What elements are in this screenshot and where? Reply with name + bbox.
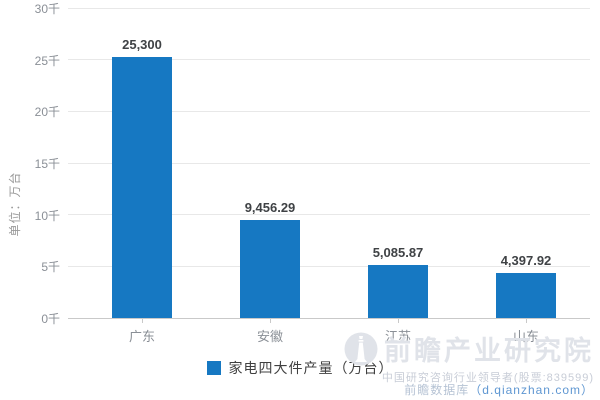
- legend-label: 家电四大件产量（万台）: [228, 360, 394, 376]
- x-axis-tick: [142, 318, 143, 323]
- y-tick-label: 0千: [41, 312, 60, 326]
- gridline: [68, 110, 590, 112]
- x-axis-line: [68, 317, 590, 319]
- bar-value-label: 25,300: [122, 36, 162, 52]
- gridline: [68, 7, 590, 9]
- x-tick-label: 山东: [512, 329, 539, 344]
- x-tick-label: 江苏: [384, 329, 411, 344]
- bar-山东: [496, 272, 556, 318]
- bar-安徽: [240, 220, 300, 318]
- watermark-db-label: 前瞻数据库: [404, 383, 470, 398]
- gridline: [68, 265, 590, 267]
- gridline: [68, 59, 590, 61]
- legend: 家电四大件产量（万台）: [0, 358, 600, 378]
- y-tick-label: 25千: [34, 53, 60, 68]
- y-tick-label: 15千: [34, 157, 60, 171]
- x-axis-tick: [270, 318, 271, 323]
- legend-swatch: [206, 361, 221, 375]
- bar-value-label: 9,456.29: [244, 200, 296, 216]
- x-tick-label: 广东: [128, 329, 155, 344]
- gridline: [68, 214, 590, 216]
- bar-广东: [112, 56, 172, 318]
- bar-value-label: 5,085.87: [372, 245, 424, 261]
- x-tick-label: 安徽: [256, 329, 283, 344]
- y-tick-label: 10千: [34, 208, 60, 223]
- bar-江苏: [368, 265, 428, 318]
- gridline: [68, 162, 590, 164]
- x-axis-tick: [398, 318, 399, 323]
- y-tick-label: 20千: [34, 105, 60, 120]
- y-tick-label: 30千: [34, 2, 60, 16]
- bar-value-label: 4,397.92: [500, 252, 552, 268]
- watermark-db-domain: （d.qianzhan.com）: [469, 383, 594, 398]
- watermark-database-line: 前瞻数据库（d.qianzhan.com）: [344, 383, 594, 398]
- x-axis-tick: [526, 318, 527, 323]
- y-tick-label: 5千: [41, 260, 60, 275]
